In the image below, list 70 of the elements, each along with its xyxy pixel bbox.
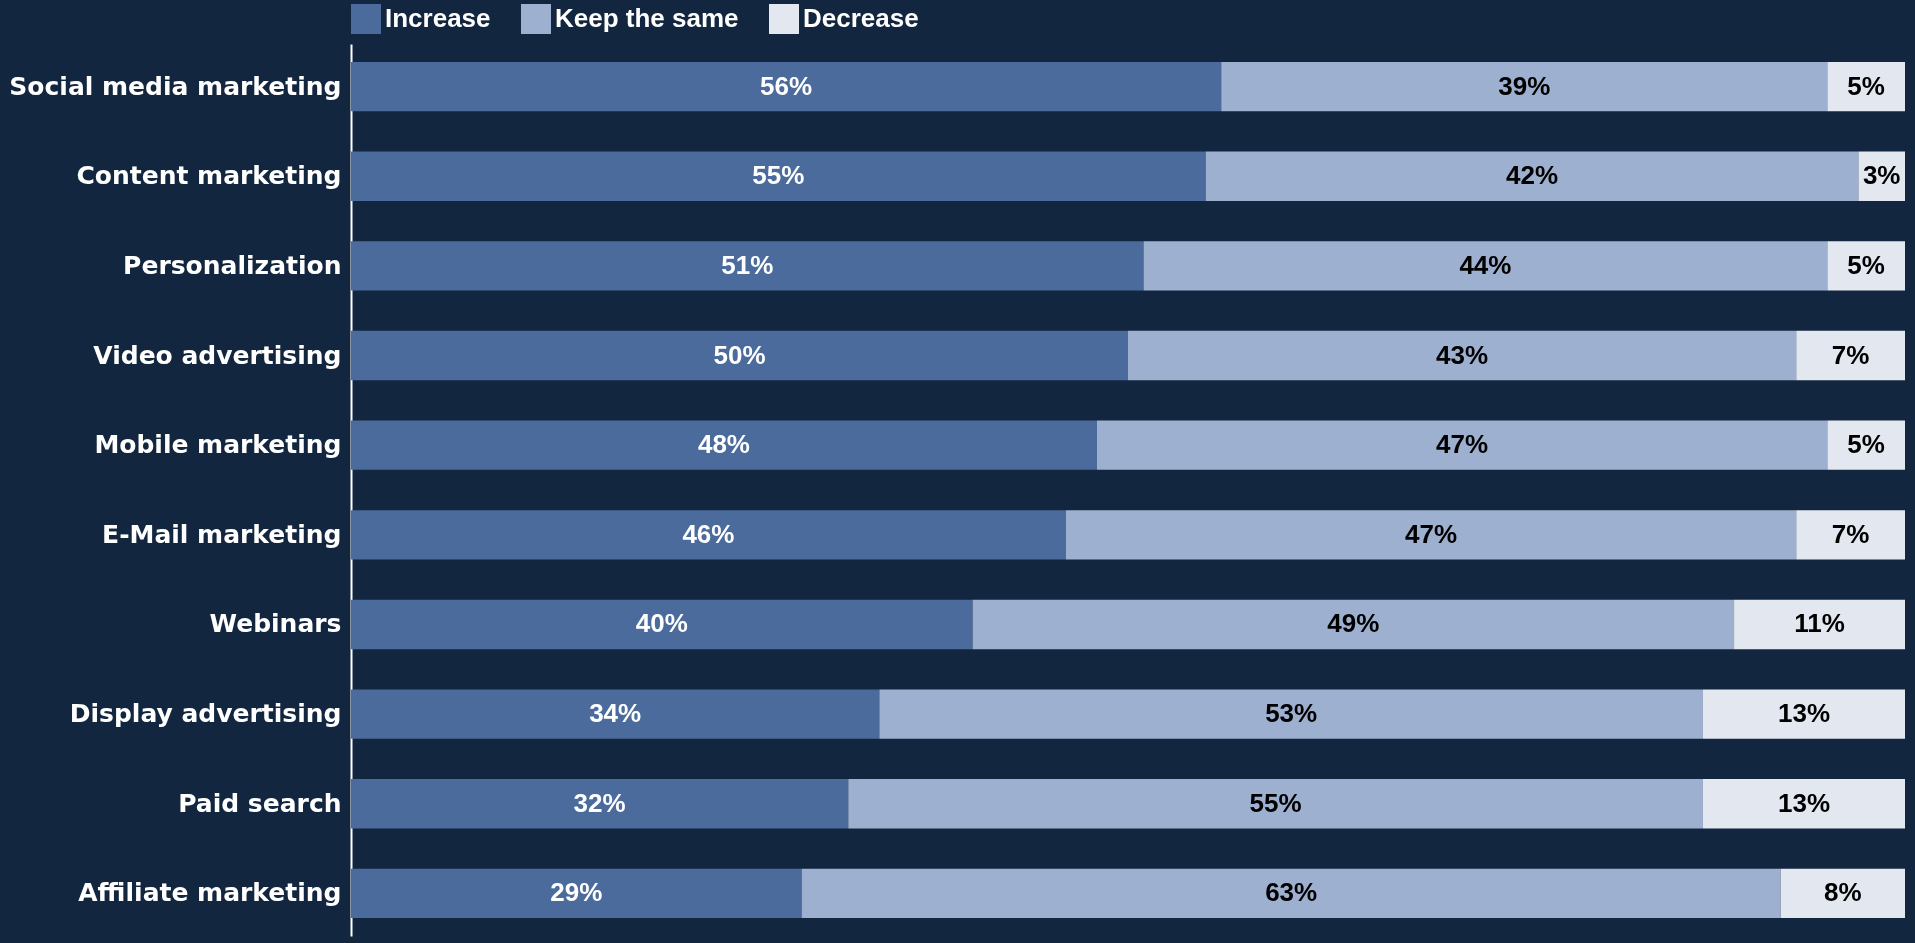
bar: [351, 779, 849, 829]
data-label: 44%: [1459, 249, 1512, 280]
data-label: 51%: [721, 249, 774, 280]
bar: [351, 61, 1222, 112]
bar: [1827, 241, 1905, 291]
data-label: 55%: [752, 160, 805, 191]
legend-label: Keep the same: [555, 3, 739, 33]
data-label: 13%: [1777, 698, 1831, 729]
bar: [351, 599, 973, 650]
bar: [879, 689, 1703, 739]
y-tick-label: Video advertising: [93, 340, 342, 370]
y-tick-label: Paid search: [178, 788, 342, 818]
bar: [351, 510, 1066, 560]
bar: [1096, 420, 1828, 470]
data-label: 7%: [1831, 339, 1870, 370]
y-tick-label: Affiliate marketing: [78, 878, 342, 908]
data-label: 8%: [1824, 877, 1862, 908]
bar: [1221, 61, 1828, 112]
legend-label: Increase: [385, 3, 491, 33]
data-label: 5%: [1847, 249, 1885, 280]
data-label: 29%: [550, 877, 603, 908]
data-label: 47%: [1436, 429, 1489, 460]
bar: [351, 330, 1128, 381]
y-tick-label: Personalization: [123, 250, 342, 280]
y-tick-label: Content marketing: [76, 161, 342, 191]
bar: [1796, 510, 1905, 560]
data-label: 63%: [1265, 877, 1318, 908]
data-label: 32%: [573, 787, 626, 818]
data-label: 47%: [1405, 518, 1458, 549]
data-label: 39%: [1498, 70, 1551, 101]
bar: [351, 689, 880, 739]
data-label: 55%: [1249, 787, 1302, 818]
bar: [351, 241, 1144, 291]
bar: [1143, 241, 1828, 291]
data-label: 7%: [1831, 518, 1870, 549]
y-tick-label: E-Mail marketing: [102, 519, 342, 549]
y-tick-label: Mobile marketing: [94, 430, 342, 460]
bar: [351, 151, 1206, 201]
bar: [1796, 330, 1905, 381]
bar: [1065, 510, 1797, 560]
y-tick-label: Social media marketing: [9, 71, 342, 101]
data-label: 46%: [682, 518, 735, 549]
data-label: 11%: [1794, 608, 1845, 639]
data-label: 49%: [1327, 608, 1380, 639]
bar: [1702, 779, 1905, 829]
bar: [1734, 599, 1905, 650]
data-label: 34%: [589, 698, 642, 729]
bar: [972, 599, 1735, 650]
bar: [1702, 689, 1905, 739]
bar: [1205, 151, 1859, 201]
data-label: 56%: [760, 70, 813, 101]
data-label: 53%: [1265, 698, 1318, 729]
y-tick-label: Webinars: [209, 609, 342, 639]
bar: [1780, 868, 1905, 919]
data-label: 42%: [1506, 160, 1559, 191]
data-label: 5%: [1847, 429, 1885, 460]
data-label: 48%: [697, 429, 750, 460]
data-label: 50%: [713, 339, 766, 370]
bar: [801, 868, 1781, 919]
y-tick-label: Display advertising: [69, 699, 342, 729]
bar: [848, 779, 1703, 829]
data-label: 43%: [1436, 339, 1489, 370]
data-label: 13%: [1777, 787, 1831, 818]
data-label: 5%: [1847, 70, 1885, 101]
data-label: 3%: [1862, 160, 1901, 191]
data-label: 40%: [635, 608, 688, 639]
legend-label: Decrease: [803, 3, 919, 33]
bar: [351, 868, 802, 919]
bar: [351, 420, 1097, 470]
bar: [1128, 330, 1797, 381]
